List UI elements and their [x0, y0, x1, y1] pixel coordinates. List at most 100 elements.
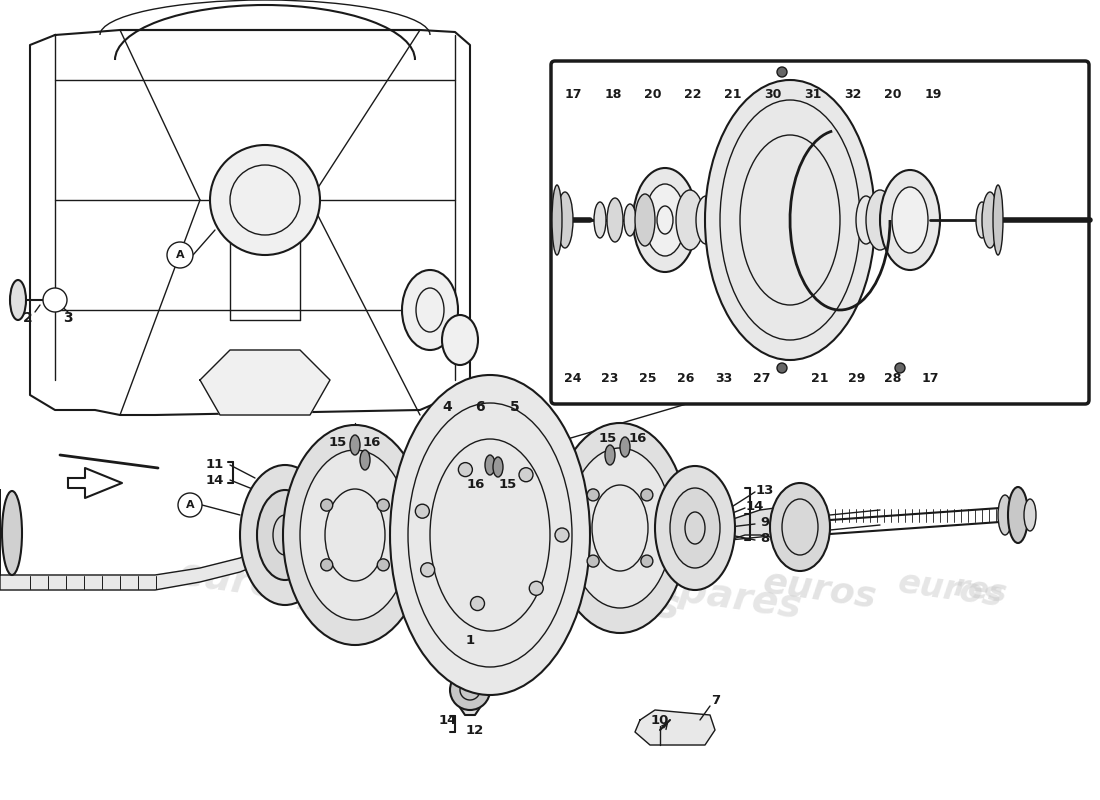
Ellipse shape: [1024, 499, 1036, 531]
Ellipse shape: [635, 194, 654, 246]
Text: 29: 29: [848, 371, 866, 385]
Ellipse shape: [471, 597, 484, 610]
Ellipse shape: [976, 202, 988, 238]
Ellipse shape: [420, 563, 434, 577]
Ellipse shape: [568, 448, 672, 608]
Ellipse shape: [696, 196, 716, 244]
Polygon shape: [448, 406, 518, 466]
Ellipse shape: [552, 423, 688, 633]
Text: 20: 20: [884, 89, 902, 102]
Text: 11: 11: [206, 458, 224, 471]
Ellipse shape: [777, 363, 786, 373]
Text: 14: 14: [439, 714, 458, 726]
Ellipse shape: [982, 192, 998, 248]
Text: 17: 17: [564, 89, 582, 102]
Text: eurospares: eurospares: [417, 551, 683, 629]
Ellipse shape: [557, 192, 573, 248]
Polygon shape: [730, 508, 790, 540]
Ellipse shape: [605, 445, 615, 465]
Text: eurospares: eurospares: [556, 554, 804, 626]
Polygon shape: [200, 350, 330, 415]
Ellipse shape: [257, 490, 314, 580]
Ellipse shape: [993, 185, 1003, 255]
Ellipse shape: [998, 495, 1012, 535]
Text: res: res: [952, 572, 1009, 608]
Text: A: A: [186, 500, 195, 510]
Polygon shape: [440, 610, 500, 715]
Ellipse shape: [587, 555, 600, 567]
Text: 5: 5: [510, 400, 520, 414]
Polygon shape: [434, 425, 520, 465]
Ellipse shape: [377, 499, 389, 511]
Text: 4: 4: [442, 400, 452, 414]
Ellipse shape: [654, 466, 735, 590]
Text: 10: 10: [651, 714, 669, 726]
Text: 20: 20: [645, 89, 662, 102]
Ellipse shape: [770, 483, 830, 571]
Text: 9: 9: [760, 515, 770, 529]
Ellipse shape: [895, 363, 905, 373]
Text: 25: 25: [639, 371, 657, 385]
Ellipse shape: [777, 67, 786, 77]
Ellipse shape: [556, 528, 569, 542]
Ellipse shape: [645, 184, 685, 256]
Polygon shape: [68, 468, 122, 498]
Text: 21: 21: [724, 89, 741, 102]
Text: 30: 30: [764, 89, 782, 102]
Ellipse shape: [892, 187, 928, 253]
Ellipse shape: [519, 468, 534, 482]
Text: 15: 15: [329, 437, 348, 450]
Polygon shape: [270, 520, 360, 558]
Circle shape: [167, 242, 192, 268]
Ellipse shape: [620, 437, 630, 457]
Text: 17: 17: [922, 371, 938, 385]
Ellipse shape: [210, 145, 320, 255]
Text: 22: 22: [684, 89, 702, 102]
Ellipse shape: [450, 670, 490, 710]
Text: A: A: [176, 250, 185, 260]
Text: 27: 27: [754, 371, 771, 385]
Ellipse shape: [493, 457, 503, 477]
Ellipse shape: [552, 185, 562, 255]
Ellipse shape: [676, 190, 704, 250]
Text: 21: 21: [812, 371, 828, 385]
Ellipse shape: [509, 430, 519, 440]
Ellipse shape: [360, 450, 370, 470]
Text: 24: 24: [564, 371, 582, 385]
Ellipse shape: [485, 455, 495, 475]
Ellipse shape: [1008, 487, 1028, 543]
Text: 8: 8: [760, 531, 770, 545]
Ellipse shape: [416, 504, 429, 518]
Ellipse shape: [632, 168, 697, 272]
Ellipse shape: [377, 559, 389, 571]
Text: 3: 3: [63, 311, 73, 325]
Ellipse shape: [529, 582, 543, 595]
Ellipse shape: [594, 202, 606, 238]
Text: 28: 28: [884, 371, 902, 385]
Text: 6: 6: [475, 400, 485, 414]
Ellipse shape: [402, 270, 458, 350]
Text: 13: 13: [756, 483, 774, 497]
Ellipse shape: [442, 315, 478, 365]
Ellipse shape: [2, 491, 22, 575]
Ellipse shape: [607, 198, 623, 242]
Text: 2: 2: [23, 311, 33, 325]
Ellipse shape: [587, 489, 600, 501]
Ellipse shape: [670, 488, 720, 568]
Text: 31: 31: [804, 89, 822, 102]
Ellipse shape: [705, 80, 874, 360]
Text: 7: 7: [712, 694, 720, 706]
Text: 32: 32: [845, 89, 861, 102]
Text: 15: 15: [499, 478, 517, 491]
Ellipse shape: [450, 630, 490, 670]
Text: 23: 23: [602, 371, 618, 385]
Text: eurospares: eurospares: [117, 231, 383, 309]
Text: euros: euros: [761, 565, 879, 615]
Text: 16: 16: [629, 431, 647, 445]
Ellipse shape: [641, 555, 653, 567]
Polygon shape: [0, 490, 295, 590]
Ellipse shape: [10, 280, 26, 320]
Ellipse shape: [240, 465, 330, 605]
Text: 19: 19: [924, 89, 942, 102]
FancyBboxPatch shape: [551, 61, 1089, 404]
